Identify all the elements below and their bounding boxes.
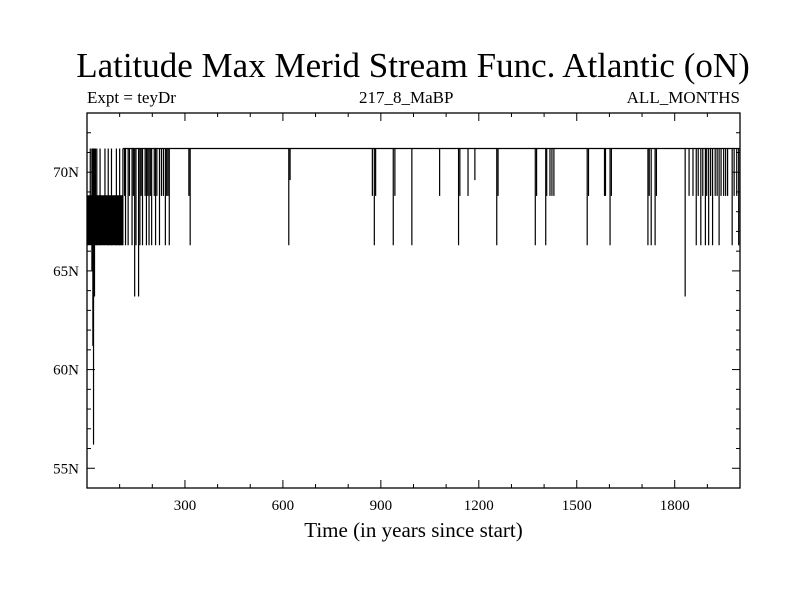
y-tick-label: 60N: [53, 363, 79, 379]
x-tick-label: 600: [272, 498, 295, 514]
y-tick-label: 55N: [53, 461, 79, 477]
y-tick-label: 70N: [53, 165, 79, 181]
experiment-label: Expt = teyDr: [87, 88, 176, 107]
x-tick-label: 300: [174, 498, 197, 514]
run-id-label: 217_8_MaBP: [359, 88, 454, 107]
months-label: ALL_MONTHS: [626, 88, 740, 107]
chart-title: Latitude Max Merid Stream Func. Atlantic…: [76, 46, 750, 85]
x-tick-label: 900: [370, 498, 393, 514]
x-tick-label: 1800: [660, 498, 690, 514]
y-tick-label: 65N: [53, 264, 79, 280]
x-axis-label: Time (in years since start): [304, 518, 523, 542]
plot-frame: [86, 112, 741, 489]
x-tick-label: 1200: [464, 498, 494, 514]
x-tick-label: 1500: [562, 498, 592, 514]
